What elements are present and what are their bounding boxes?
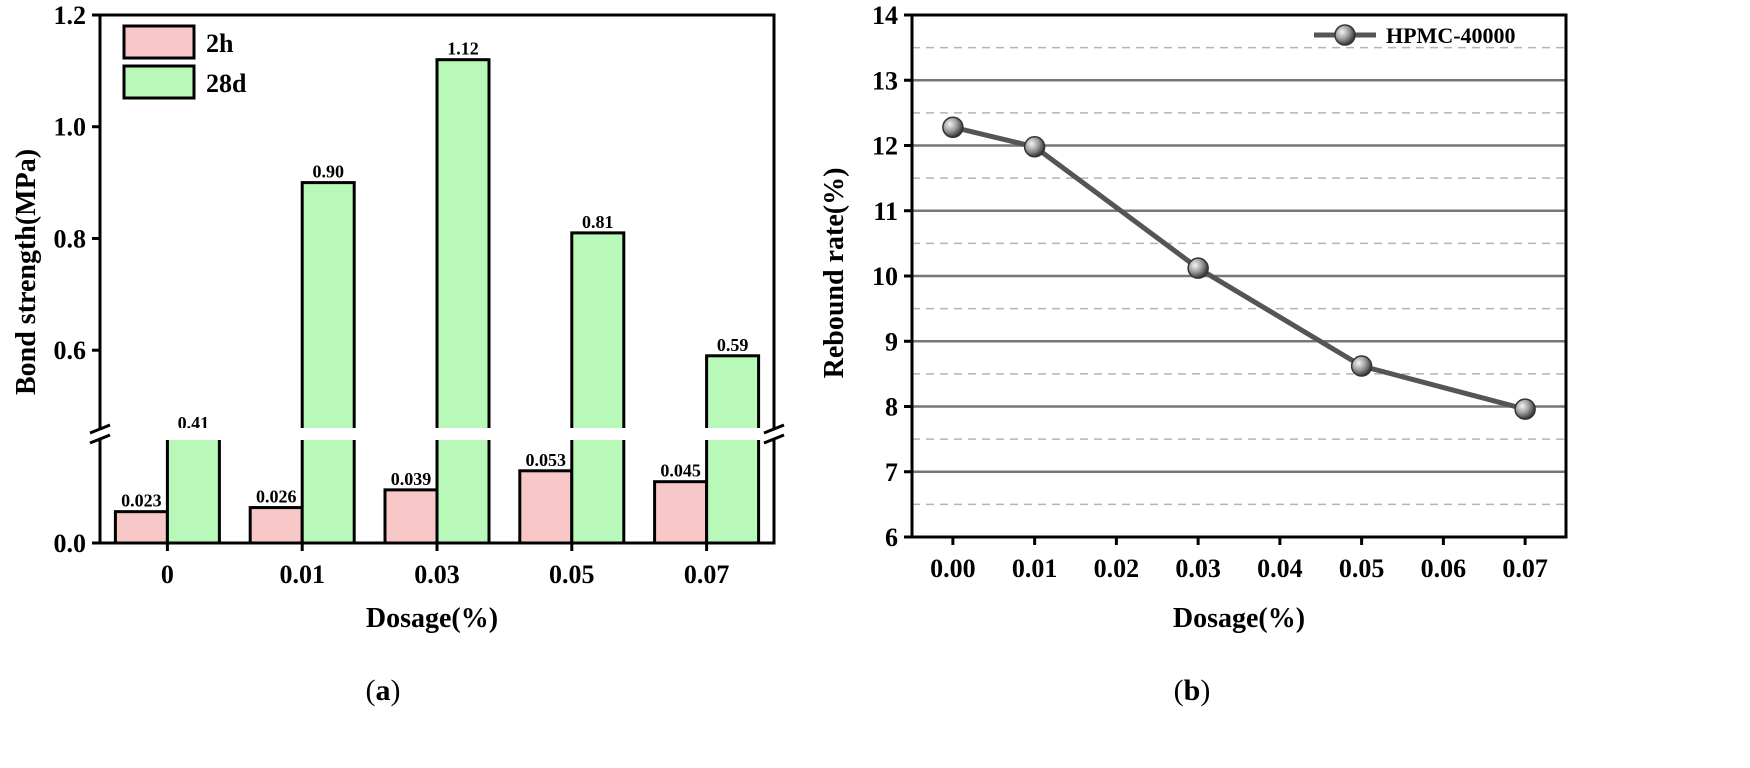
y-tick-label: 14	[872, 1, 898, 30]
bar-28d-0.01	[300, 181, 356, 545]
panel-b-letter: b	[1184, 674, 1201, 707]
y-tick-label: 0.0	[54, 529, 87, 558]
bar-28d-0.03	[435, 58, 491, 545]
bar-2h-0.05	[518, 469, 574, 545]
y-tick-label: 0.8	[54, 224, 87, 253]
chart-a-bars	[113, 58, 761, 545]
x-tick-label: 0.05	[1339, 554, 1385, 583]
y-tick-label: 10	[872, 262, 898, 291]
y-tick-label: 8	[885, 393, 898, 422]
data-label-28d-0.05: 0.81	[582, 212, 614, 232]
data-label-2h-0.03: 0.039	[391, 469, 432, 489]
panel-a-letter: a	[376, 674, 391, 707]
data-point-HPMC-40000	[1514, 398, 1536, 420]
chart-b-x-axis-title: Dosage(%)	[1173, 603, 1305, 634]
bar-28d-0	[165, 432, 221, 545]
chart-a-x-ticks: 0 0.01 0.03 0.05 0.07	[161, 543, 729, 589]
legend-label-hpmc: HPMC-40000	[1386, 23, 1516, 48]
chart-b-series	[942, 116, 1536, 420]
y-tick-label: 11	[873, 197, 898, 226]
data-label-2h-0: 0.023	[121, 491, 162, 511]
x-tick-label: 0.07	[684, 560, 730, 589]
data-point-HPMC-40000	[1023, 136, 1046, 158]
x-tick-label: 0.00	[930, 554, 976, 583]
y-tick-label: 1.0	[54, 113, 87, 142]
chart-a: 0.0230.410.0260.900.0391.120.0530.810.04…	[11, 1, 785, 707]
bar-28d-0.05	[570, 231, 626, 545]
x-tick-label: 0.05	[549, 560, 595, 589]
data-label-28d-0.01: 0.90	[312, 162, 344, 182]
y-tick-label: 1.2	[54, 1, 87, 30]
y-tick-label: 12	[872, 132, 898, 161]
y-tick-label: 6	[885, 523, 898, 552]
data-label-28d-0.03: 1.12	[447, 39, 479, 59]
data-point-HPMC-40000	[1187, 257, 1209, 279]
chart-a-legend: 2h 28d	[122, 24, 247, 100]
bar-28d-0.07	[705, 354, 761, 545]
x-tick-label: 0	[161, 560, 174, 589]
data-label-2h-0.01: 0.026	[256, 487, 297, 507]
bar-2h-0.03	[383, 488, 439, 545]
chart-b-panel-label: (b)	[1174, 674, 1211, 707]
chart-a-x-axis-title: Dosage(%)	[366, 603, 498, 634]
data-label-28d-0.07: 0.59	[717, 335, 749, 355]
chart-a-data-labels: 0.0230.410.0260.900.0391.120.0530.810.04…	[121, 39, 748, 511]
chart-b-x-ticks: 0.00 0.01 0.02 0.03 0.04 0.05 0.06 0.07	[930, 537, 1548, 583]
x-tick-label: 0.02	[1094, 554, 1140, 583]
series-line-HPMC-40000	[952, 124, 1526, 412]
bar-2h-0.01	[248, 506, 304, 545]
x-tick-label: 0.03	[414, 560, 460, 589]
bar-2h-0.07	[653, 480, 709, 545]
bar-2h-0	[113, 510, 169, 545]
y-tick-label: 13	[872, 66, 898, 95]
data-label-2h-0.05: 0.053	[526, 450, 567, 470]
data-label-2h-0.07: 0.045	[660, 461, 701, 481]
x-tick-label: 0.04	[1257, 554, 1303, 583]
x-tick-label: 0.01	[279, 560, 325, 589]
data-point-HPMC-40000	[942, 116, 964, 138]
chart-a-panel-label: (a)	[366, 674, 401, 707]
chart-b-legend: HPMC-40000	[1314, 23, 1516, 48]
y-tick-label: 0.6	[54, 336, 87, 365]
x-tick-label: 0.07	[1502, 554, 1548, 583]
chart-a-axis-break-right	[763, 423, 785, 445]
legend-swatch-2h	[122, 24, 196, 60]
legend-label-28d: 28d	[206, 69, 247, 98]
x-tick-label: 0.06	[1421, 554, 1467, 583]
legend-label-2h: 2h	[206, 29, 234, 58]
legend-marker-hpmc	[1334, 24, 1356, 46]
chart-a-axis-break-band	[96, 428, 778, 440]
data-point-HPMC-40000	[1350, 355, 1373, 377]
chart-a-y-axis-title: Bond strength(MPa)	[11, 149, 42, 395]
chart-a-y-ticks: 0.0 0.6 0.8 1.0 1.2	[54, 1, 100, 558]
x-tick-label: 0.03	[1175, 554, 1221, 583]
y-tick-label: 7	[885, 458, 898, 487]
chart-b-grid	[912, 46, 1566, 506]
y-tick-label: 9	[885, 327, 898, 356]
chart-b-y-ticks: 6 7 8 9 10 11 12 13 14	[872, 1, 912, 552]
legend-swatch-28d	[122, 64, 196, 100]
x-tick-label: 0.01	[1012, 554, 1058, 583]
chart-a-axis-break-left	[89, 423, 111, 445]
chart-b-y-axis-title: Rebound rate(%)	[819, 168, 850, 379]
